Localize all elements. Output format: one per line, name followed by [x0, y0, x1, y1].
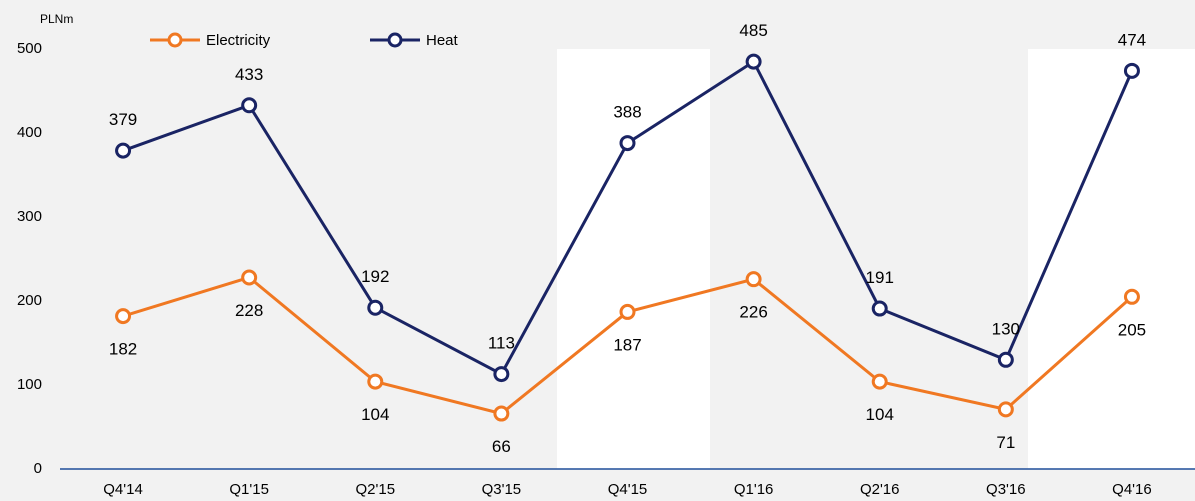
y-tick-label: 100: [17, 376, 42, 393]
y-tick-label: 0: [34, 460, 42, 477]
data-label: 113: [488, 334, 515, 353]
data-label: 66: [492, 437, 511, 456]
point: [997, 351, 1014, 368]
data-label: 205: [1118, 320, 1146, 339]
legend-label: Electricity: [206, 32, 271, 49]
point: [619, 303, 636, 320]
data-label: 104: [361, 405, 389, 424]
x-tick-label: Q1'16: [734, 481, 774, 498]
point: [367, 299, 384, 316]
x-tick-label: Q3'16: [986, 481, 1026, 498]
point: [619, 135, 636, 152]
x-tick-label: Q2'15: [355, 481, 395, 498]
point: [871, 300, 888, 317]
x-tick-label: Q4'14: [103, 481, 143, 498]
data-label: 192: [361, 267, 389, 286]
legend-marker: [167, 32, 183, 48]
band-white: [1028, 49, 1195, 469]
point: [745, 271, 762, 288]
point: [493, 405, 510, 422]
point: [493, 366, 510, 383]
data-label: 71: [996, 433, 1015, 452]
point: [115, 142, 132, 159]
y-tick-label: 400: [17, 124, 42, 141]
y-tick-label: 500: [17, 40, 42, 57]
data-label: 191: [866, 268, 894, 287]
point: [1123, 288, 1140, 305]
data-label: 379: [109, 110, 137, 129]
point: [997, 401, 1014, 418]
point: [241, 269, 258, 286]
x-tick-label: Q4'15: [608, 481, 648, 498]
y-tick-label: 200: [17, 292, 42, 309]
point: [871, 373, 888, 390]
data-label: 433: [235, 65, 263, 84]
data-label: 226: [739, 303, 767, 322]
data-label: 130: [992, 319, 1020, 338]
data-label: 485: [739, 21, 767, 40]
data-label: 228: [235, 301, 263, 320]
x-tick-label: Q2'16: [860, 481, 900, 498]
x-tick-label: Q3'15: [482, 481, 522, 498]
x-tick-label: Q1'15: [229, 481, 269, 498]
point: [115, 308, 132, 325]
data-label: 182: [109, 340, 137, 359]
legend-marker: [387, 32, 403, 48]
point: [241, 97, 258, 114]
legend-label: Heat: [426, 32, 459, 49]
point: [1123, 62, 1140, 79]
band-white: [557, 49, 710, 469]
point: [745, 53, 762, 70]
data-label: 104: [866, 405, 894, 424]
data-label: 388: [613, 103, 641, 122]
point: [367, 373, 384, 390]
y-tick-label: 300: [17, 208, 42, 225]
data-label: 187: [613, 335, 641, 354]
y-axis-label: PLNm: [40, 12, 73, 26]
x-tick-label: Q4'16: [1112, 481, 1152, 498]
data-label: 474: [1118, 30, 1146, 49]
